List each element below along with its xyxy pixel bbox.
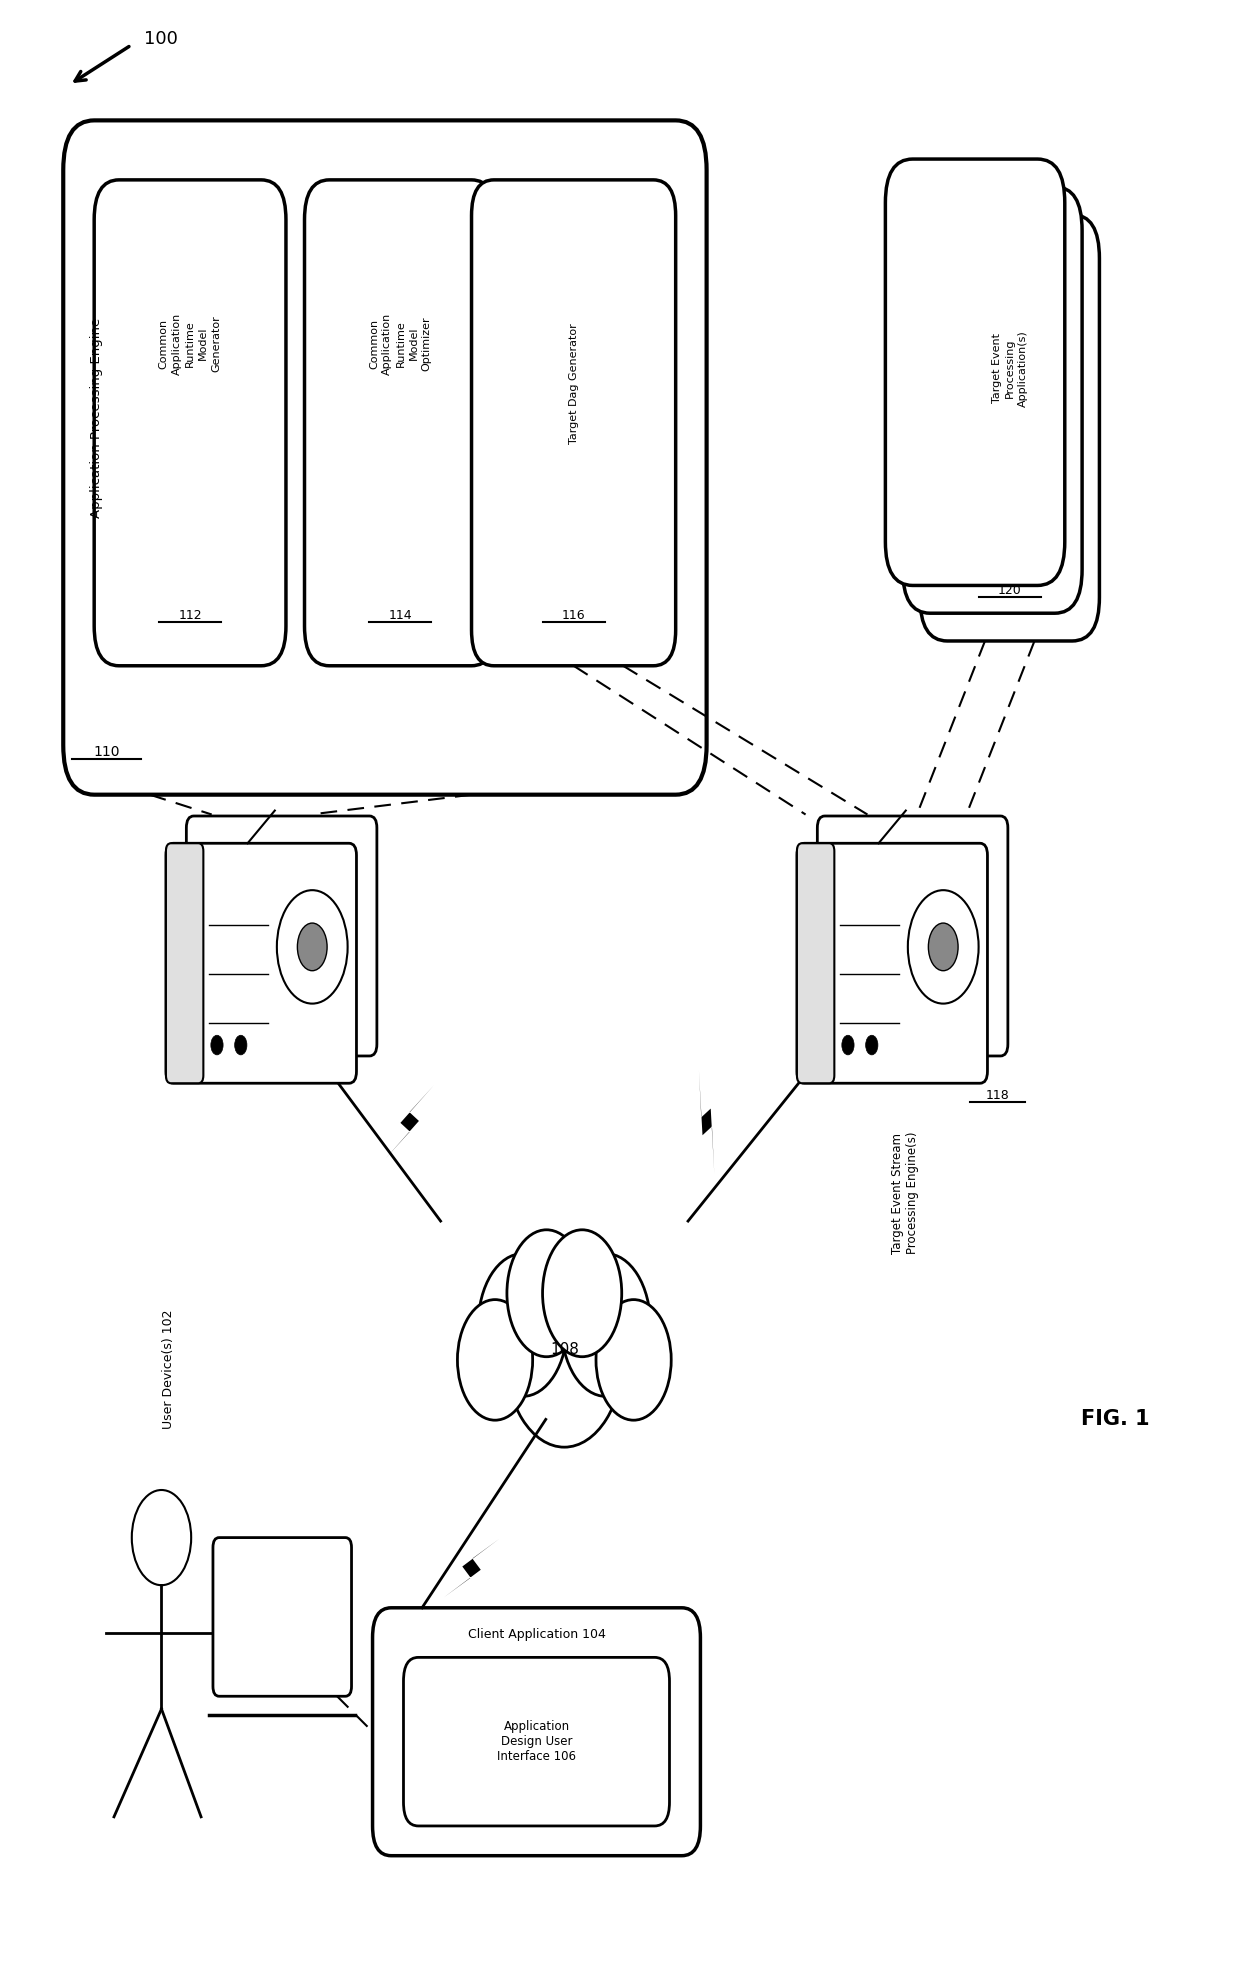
- Text: Application Processing Engine: Application Processing Engine: [91, 318, 103, 518]
- FancyBboxPatch shape: [305, 181, 496, 665]
- Circle shape: [507, 1229, 587, 1356]
- FancyBboxPatch shape: [166, 844, 203, 1082]
- FancyBboxPatch shape: [903, 187, 1083, 614]
- Circle shape: [131, 1490, 191, 1585]
- Circle shape: [479, 1253, 567, 1396]
- FancyBboxPatch shape: [797, 844, 835, 1082]
- Text: Client Application 104: Client Application 104: [467, 1629, 605, 1640]
- Text: Common
Application
Runtime
Model
Generator: Common Application Runtime Model Generat…: [159, 312, 222, 375]
- Text: 114: 114: [388, 610, 412, 622]
- Circle shape: [298, 923, 327, 971]
- Text: Target Event Stream
Processing Engine(s): Target Event Stream Processing Engine(s): [890, 1132, 919, 1255]
- Circle shape: [277, 890, 347, 1003]
- Text: 108: 108: [549, 1343, 579, 1358]
- Circle shape: [908, 890, 978, 1003]
- FancyBboxPatch shape: [372, 1609, 701, 1855]
- Text: 110: 110: [93, 745, 120, 759]
- FancyBboxPatch shape: [471, 181, 676, 665]
- FancyBboxPatch shape: [885, 159, 1065, 586]
- Text: Target Event
Processing
Application(s): Target Event Processing Application(s): [992, 330, 1028, 407]
- Circle shape: [842, 1035, 854, 1055]
- Text: 112: 112: [179, 610, 202, 622]
- Circle shape: [543, 1229, 621, 1356]
- Circle shape: [505, 1257, 624, 1448]
- Circle shape: [596, 1299, 671, 1420]
- FancyBboxPatch shape: [63, 121, 707, 794]
- Circle shape: [234, 1035, 247, 1055]
- Polygon shape: [386, 1084, 434, 1158]
- Circle shape: [458, 1299, 533, 1420]
- Text: 116: 116: [562, 610, 585, 622]
- FancyBboxPatch shape: [213, 1537, 351, 1696]
- Text: Application
Design User
Interface 106: Application Design User Interface 106: [497, 1720, 577, 1764]
- Circle shape: [929, 923, 959, 971]
- Text: Target Dag Generator: Target Dag Generator: [569, 324, 579, 443]
- Polygon shape: [699, 1070, 714, 1174]
- FancyBboxPatch shape: [186, 816, 377, 1057]
- Text: FIG. 1: FIG. 1: [1080, 1410, 1149, 1430]
- Text: 120: 120: [998, 584, 1022, 598]
- Text: 100: 100: [144, 30, 177, 48]
- FancyBboxPatch shape: [920, 214, 1100, 641]
- Text: Common
Application
Runtime
Model
Optimizer: Common Application Runtime Model Optimiz…: [370, 312, 432, 375]
- Circle shape: [866, 1035, 878, 1055]
- Polygon shape: [444, 1539, 500, 1597]
- FancyBboxPatch shape: [166, 844, 356, 1082]
- FancyBboxPatch shape: [403, 1658, 670, 1825]
- Circle shape: [211, 1035, 223, 1055]
- Circle shape: [562, 1253, 651, 1396]
- FancyBboxPatch shape: [797, 844, 987, 1082]
- FancyBboxPatch shape: [817, 816, 1008, 1057]
- FancyBboxPatch shape: [94, 181, 286, 665]
- Text: User Device(s) 102: User Device(s) 102: [162, 1311, 175, 1430]
- Text: 118: 118: [986, 1088, 1009, 1102]
